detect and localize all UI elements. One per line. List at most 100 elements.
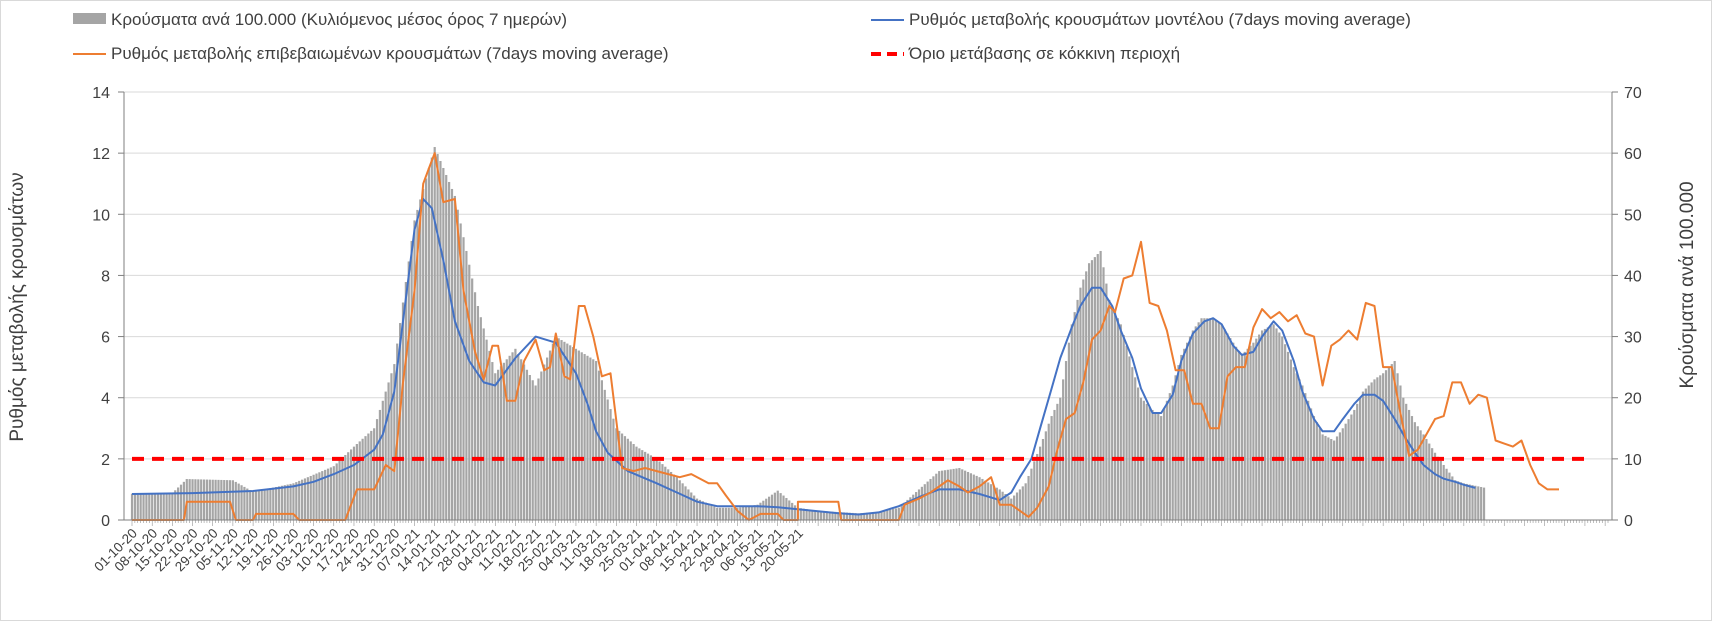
bar — [768, 496, 771, 520]
bar — [609, 409, 612, 520]
bar — [234, 481, 237, 520]
bar — [522, 364, 526, 520]
bar — [1298, 379, 1301, 520]
bar — [557, 338, 560, 520]
bar — [228, 480, 232, 520]
bar — [1090, 260, 1094, 520]
bar — [1275, 328, 1278, 520]
bar — [1436, 456, 1440, 520]
bar — [220, 479, 223, 520]
bar — [226, 480, 229, 520]
bar — [312, 474, 315, 520]
bar — [805, 509, 808, 520]
bar — [1477, 486, 1480, 520]
bar — [439, 161, 442, 520]
y-right-tick-label: 20 — [1624, 391, 1642, 408]
bar — [701, 501, 704, 520]
bar — [730, 507, 733, 520]
bar — [1128, 356, 1131, 520]
bar — [1255, 338, 1258, 520]
bar — [1105, 283, 1108, 520]
bar — [1148, 406, 1151, 520]
bar — [1292, 367, 1295, 520]
y-left-tick-label: 8 — [101, 268, 110, 285]
bar — [1301, 385, 1304, 520]
bar — [197, 479, 200, 520]
bar — [367, 433, 370, 520]
bar — [644, 451, 647, 520]
bar — [1335, 436, 1339, 520]
bar — [825, 511, 828, 520]
legend-label: Ρυθμός μεταβολής επιβεβαιωμένων κρουσμάτ… — [111, 44, 669, 63]
bar — [583, 354, 586, 520]
bar — [920, 486, 923, 520]
bar — [272, 487, 275, 520]
bar — [837, 512, 840, 520]
bar — [1454, 480, 1457, 520]
bar — [298, 480, 301, 520]
bar — [1240, 354, 1243, 520]
legend-swatch-bar — [73, 13, 106, 24]
bar — [387, 382, 390, 520]
bar — [1235, 346, 1238, 520]
bar — [338, 460, 341, 520]
bar — [1471, 485, 1474, 520]
bar — [1278, 332, 1281, 520]
bar — [508, 355, 511, 520]
bar — [494, 373, 497, 520]
bar — [358, 441, 361, 520]
bar — [1396, 373, 1399, 520]
bar — [935, 473, 938, 520]
bar — [223, 480, 226, 520]
bar — [188, 479, 191, 520]
bar — [814, 510, 817, 520]
bar — [1004, 494, 1007, 520]
bar — [788, 500, 791, 520]
bar — [776, 490, 779, 520]
bar — [1134, 377, 1137, 520]
bar — [678, 480, 681, 520]
bar — [179, 484, 183, 520]
bar — [724, 507, 727, 520]
bar — [695, 498, 699, 520]
bar — [975, 475, 978, 520]
bar — [1191, 330, 1194, 520]
bar — [1373, 379, 1376, 520]
bar — [894, 508, 898, 520]
bar — [1220, 324, 1223, 520]
bar — [300, 479, 304, 520]
bar — [554, 336, 557, 520]
bar — [370, 430, 373, 520]
bar — [1361, 391, 1365, 520]
bar — [1125, 345, 1128, 520]
bar — [964, 470, 967, 520]
y-right-tick-label: 50 — [1624, 207, 1642, 224]
bar — [664, 466, 667, 520]
bar — [955, 468, 958, 520]
bar — [448, 181, 451, 520]
bar — [1151, 409, 1154, 520]
bar — [929, 478, 932, 520]
bar — [759, 502, 762, 520]
bar — [903, 502, 906, 520]
bar — [1431, 448, 1434, 520]
y-left-tick-label: 6 — [101, 330, 110, 347]
bar — [1174, 375, 1177, 520]
bar — [217, 479, 220, 520]
bar — [401, 302, 405, 520]
bar — [1284, 344, 1287, 520]
bar — [1157, 414, 1160, 520]
bar — [733, 507, 736, 520]
bar — [1160, 416, 1163, 520]
bar — [690, 492, 693, 520]
bar — [1272, 324, 1275, 520]
bar — [877, 512, 880, 520]
bar — [485, 339, 488, 520]
bar — [675, 477, 678, 520]
bar — [1364, 388, 1367, 520]
bar — [623, 436, 627, 520]
bar — [1353, 409, 1356, 520]
bar — [390, 373, 393, 520]
bar — [649, 455, 653, 520]
